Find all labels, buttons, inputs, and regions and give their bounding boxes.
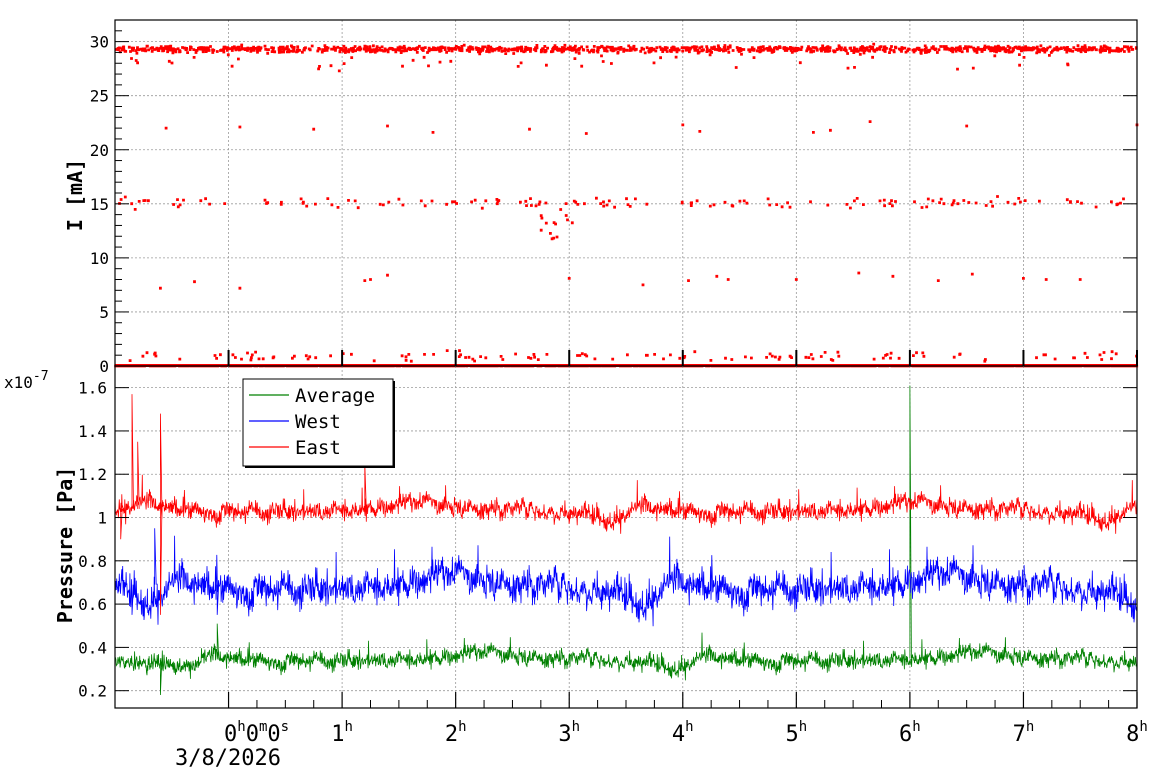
pressure-series-west	[114, 528, 1138, 627]
current-points	[114, 42, 1139, 368]
pressure-ytick-label-6: 1.4	[78, 422, 107, 441]
time-axis-labels: 0h0m0s 1h 2h 3h 4h 5h 6h 7h 8h	[224, 719, 1148, 747]
pressure-panel: 0.2 0.4 0.6 0.8 1 1.2 1.4 1.6 Pressure [Pa] x10…	[4, 365, 1138, 709]
pressure-ytick-label-4: 1	[97, 509, 107, 528]
time-tick-label-6: 6h	[899, 719, 921, 747]
current-frame	[114, 19, 1138, 367]
pressure-ytick-label-3: 0.8	[78, 552, 107, 571]
time-tick-label-2: 2h	[445, 719, 467, 747]
current-marks	[114, 42, 1139, 368]
current-panel: 0 5 10 15 20 25 30 I [mA]	[63, 19, 1139, 376]
time-tick-label-7: 7h	[1013, 719, 1035, 747]
time-tick-label-5: 5h	[785, 719, 807, 747]
time-tick-label-3: 3h	[558, 719, 580, 747]
pressure-series-east	[114, 394, 1138, 615]
time-tick-label-8: 8h	[1126, 719, 1148, 747]
pressure-exponent: x10-7	[4, 369, 49, 392]
date-label: 3/8/2026	[175, 746, 281, 771]
current-ytick-label-1: 5	[99, 303, 109, 322]
current-ytick-label-0: 0	[99, 357, 109, 376]
time-tick-label-1: 1h	[331, 719, 353, 747]
pressure-ytick-label-5: 1.2	[78, 465, 107, 484]
current-ytick-label-4: 20	[90, 141, 109, 160]
pressure-ytick-label-0: 0.2	[78, 682, 107, 701]
current-ytick-label-3: 15	[90, 195, 109, 214]
time-tick-label-0: 0h0m0s	[224, 719, 289, 747]
pressure-ytick-label-7: 1.6	[78, 379, 107, 398]
legend-label-west: West	[295, 411, 341, 433]
legend-box	[242, 378, 394, 467]
pressure-ticks: 0.2 0.4 0.6 0.8 1 1.2 1.4 1.6	[78, 379, 1138, 708]
current-ytick-label-6: 30	[90, 33, 109, 52]
pressure-marks	[114, 385, 1138, 696]
legend-label-average: Average	[295, 385, 375, 407]
pressure-series-average	[114, 385, 1138, 696]
current-ticks: 0 5 10 15 20 25 30	[90, 30, 1138, 376]
pressure-axis-label: Pressure [Pa]	[53, 467, 77, 624]
current-grid	[115, 20, 1138, 367]
legend-label-east: East	[295, 437, 341, 459]
current-axis-label: I [mA]	[63, 159, 87, 231]
legend: Average West East	[242, 378, 395, 468]
pressure-ytick-label-2: 0.6	[78, 595, 107, 614]
time-tick-label-4: 4h	[672, 719, 694, 747]
current-ytick-label-2: 10	[90, 249, 109, 268]
current-ytick-label-5: 25	[90, 87, 109, 106]
pressure-ytick-label-1: 0.4	[78, 638, 107, 657]
